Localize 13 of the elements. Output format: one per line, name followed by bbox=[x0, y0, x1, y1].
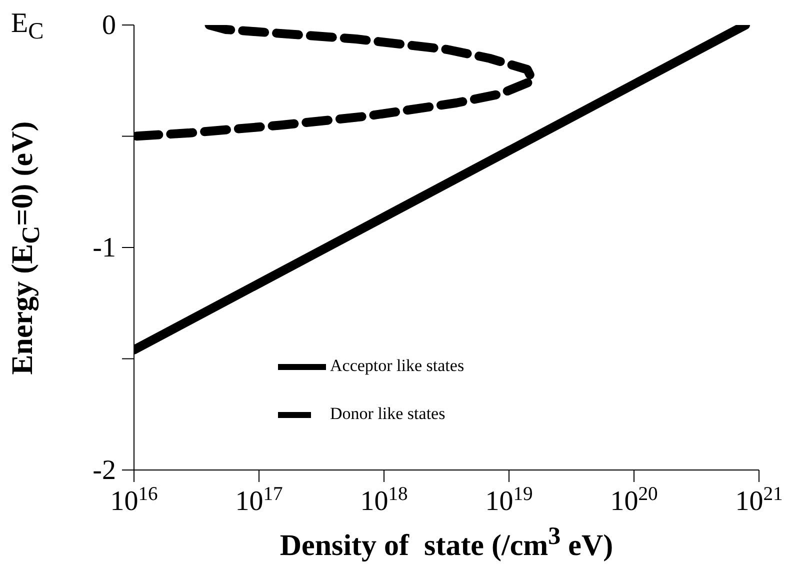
x-tick-label: 10$^{19}$ bbox=[485, 484, 533, 517]
x-tick-label: 10$^{20}$ bbox=[610, 484, 658, 517]
y-tick-label: -1 bbox=[92, 232, 116, 264]
x-tick-label: 10$^{21}$ bbox=[735, 484, 783, 517]
x-tick-label: 10$^{16}$ bbox=[110, 484, 158, 517]
x-tick-label: 10$^{18}$ bbox=[360, 484, 408, 517]
x-axis-title: Density of state (/cm$^{3}$ eV) bbox=[278, 523, 614, 563]
y-tick-label: 0 bbox=[102, 10, 116, 41]
legend-label: Donor like states bbox=[330, 404, 446, 423]
y-tick-label: -2 bbox=[92, 455, 116, 486]
legend-label: Acceptor like states bbox=[330, 356, 464, 375]
x-tick-label: 10$^{17}$ bbox=[235, 484, 283, 517]
text: E$_{C}$ bbox=[11, 8, 44, 46]
